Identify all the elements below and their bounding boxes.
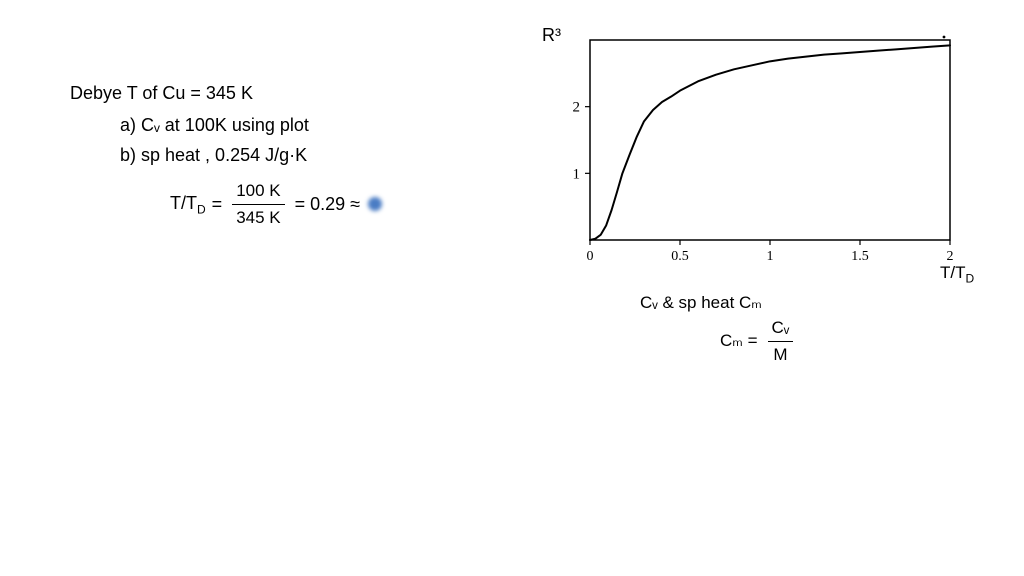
note-line-4: T/TD = 100 K 345 K = 0.29 ≈ xyxy=(170,178,382,230)
svg-text:1: 1 xyxy=(767,249,774,264)
under-note-2: Cₘ = Cᵥ M xyxy=(720,315,797,367)
highlight-dot-icon xyxy=(368,197,382,211)
fraction-100-345: 100 K 345 K xyxy=(232,178,284,230)
svg-text:2: 2 xyxy=(573,100,581,116)
frac-cv: Cᵥ xyxy=(768,315,794,342)
note-line-2: a) Cᵥ at 100K using plot xyxy=(120,112,309,139)
fraction-cv-m: Cᵥ M xyxy=(768,315,794,367)
svg-text:1: 1 xyxy=(573,166,581,182)
cm-equals: Cₘ = xyxy=(720,328,758,354)
note-line-1: Debye T of Cu = 345 K xyxy=(70,80,253,107)
frac-num: 100 K xyxy=(232,178,284,205)
under-note-1: Cᵥ & sp heat Cₘ xyxy=(640,290,762,316)
frac-den: 345 K xyxy=(232,205,284,231)
svg-text:1.5: 1.5 xyxy=(851,249,869,264)
svg-text:0: 0 xyxy=(587,249,594,264)
chart-svg: 00.511.5212 xyxy=(550,30,960,270)
note-line-3: b) sp heat , 0.254 J/g·K xyxy=(120,142,307,169)
x-axis-label: T/TD xyxy=(940,260,974,287)
result-value: = 0.29 ≈ xyxy=(295,191,360,218)
ratio-left: T/TD xyxy=(170,190,206,219)
frac-m: M xyxy=(769,342,791,368)
debye-chart: 00.511.5212 xyxy=(550,30,960,270)
equals-1: = xyxy=(212,191,223,218)
svg-text:0.5: 0.5 xyxy=(671,249,689,264)
